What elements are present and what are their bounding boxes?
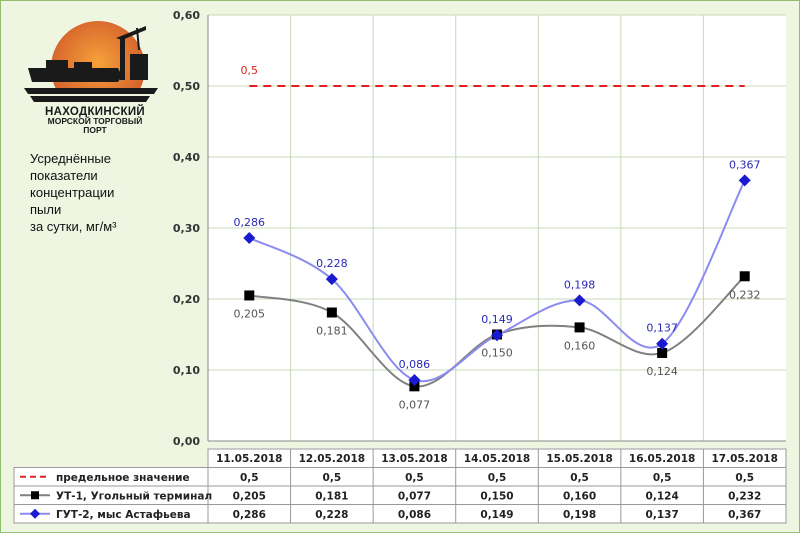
gut2-data-label: 0,367: [729, 158, 761, 171]
ut1-point: [657, 347, 668, 358]
table-cell-value: 0,228: [315, 509, 348, 521]
y-tick-label: 0,30: [173, 222, 200, 235]
table-cell-value: 0,5: [323, 472, 342, 484]
legend-label: ГУТ-2, мыс Астафьева: [56, 509, 191, 521]
ut1-point: [409, 381, 420, 392]
x-tick-label: 13.05.2018: [381, 453, 447, 465]
gut2-point: [243, 231, 256, 244]
gut2-data-label: 0,286: [234, 216, 266, 229]
logo-line-1: НАХОДКИНСКИЙ: [44, 106, 145, 118]
ut1-data-label: 0,150: [481, 347, 513, 360]
port-logo: [18, 21, 168, 120]
table-cell-value: 0,086: [398, 509, 431, 521]
gut2-point: [656, 337, 669, 350]
table-cell-value: 0,181: [315, 490, 348, 502]
table-cell-value: 0,198: [563, 509, 596, 521]
legend-swatch-gut2: [30, 508, 40, 519]
table-cell-value: 0,5: [488, 472, 507, 484]
ut1-point: [574, 322, 585, 333]
ut1-point: [326, 307, 337, 318]
logo-text: НАХОДКИНСКИЙ МОРСКОЙ ТОРГОВЫЙ ПОРТ: [20, 106, 170, 135]
table-cell-value: 0,5: [570, 472, 589, 484]
limit-data-label: 0,5: [241, 64, 259, 77]
x-tick-label: 16.05.2018: [629, 453, 695, 465]
y-tick-label: 0,20: [173, 293, 200, 306]
gut2-data-label: 0,198: [564, 278, 596, 291]
x-tick-label: 11.05.2018: [216, 453, 282, 465]
table-cell-value: 0,5: [653, 472, 672, 484]
legend-label: предельное значение: [56, 472, 190, 484]
legend-swatch-ut1: [31, 491, 39, 500]
table-cell-value: 0,5: [405, 472, 424, 484]
gut2-data-label: 0,149: [481, 313, 513, 326]
ut1-data-label: 0,124: [646, 365, 678, 378]
gut2-point: [491, 329, 503, 342]
y-tick-label: 0,50: [173, 80, 200, 93]
table-cell-value: 0,286: [233, 509, 266, 521]
chart-description: Усреднённые показатели концентрации пыли…: [30, 151, 117, 234]
gut2-data-label: 0,086: [399, 358, 431, 371]
logo-line-3: ПОРТ: [83, 125, 107, 135]
table-cell-value: 0,124: [646, 490, 679, 502]
ut1-point: [739, 271, 750, 282]
gut2-point: [325, 273, 338, 286]
y-tick-label: 0,10: [173, 364, 200, 377]
ut1-point: [244, 290, 255, 301]
y-tick-label: 0,40: [173, 151, 200, 164]
gut2-point: [573, 294, 586, 307]
y-tick-label: 0,60: [173, 9, 200, 22]
ut1-data-label: 0,205: [234, 307, 266, 320]
table-cell-value: 0,367: [728, 509, 761, 521]
gut2-point: [738, 174, 751, 187]
ut1-data-label: 0,181: [316, 324, 348, 337]
table-cell-value: 0,160: [563, 490, 596, 502]
ut1-data-label: 0,232: [729, 288, 761, 301]
x-tick-label: 15.05.2018: [546, 453, 612, 465]
table-cell-value: 0,150: [480, 490, 513, 502]
logo-line-2: МОРСКОЙ ТОРГОВЫЙ: [47, 116, 143, 126]
ut1-data-label: 0,077: [399, 398, 431, 411]
table-cell-value: 0,137: [646, 509, 679, 521]
gut2-data-label: 0,137: [646, 322, 678, 335]
gut2-data-label: 0,228: [316, 257, 348, 270]
table-cell-value: 0,232: [728, 490, 761, 502]
gut2-point: [408, 373, 421, 386]
table-cell-value: 0,205: [233, 490, 266, 502]
table-cell-value: 0,149: [480, 509, 513, 521]
table-cell-value: 0,077: [398, 490, 431, 502]
table-cell-value: 0,5: [735, 472, 754, 484]
x-tick-label: 17.05.2018: [711, 453, 777, 465]
x-tick-label: 14.05.2018: [464, 453, 530, 465]
x-tick-label: 12.05.2018: [299, 453, 365, 465]
legend-label: УТ-1, Угольный терминал: [56, 490, 212, 502]
y-tick-label: 0,00: [173, 435, 200, 448]
table-cell-value: 0,5: [240, 472, 259, 484]
ut1-data-label: 0,160: [564, 339, 596, 352]
